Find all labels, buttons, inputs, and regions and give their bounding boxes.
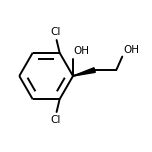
Text: OH: OH bbox=[74, 46, 90, 56]
Text: OH: OH bbox=[123, 45, 139, 55]
Text: Cl: Cl bbox=[50, 27, 60, 37]
Text: Cl: Cl bbox=[50, 115, 60, 125]
Polygon shape bbox=[73, 68, 95, 76]
